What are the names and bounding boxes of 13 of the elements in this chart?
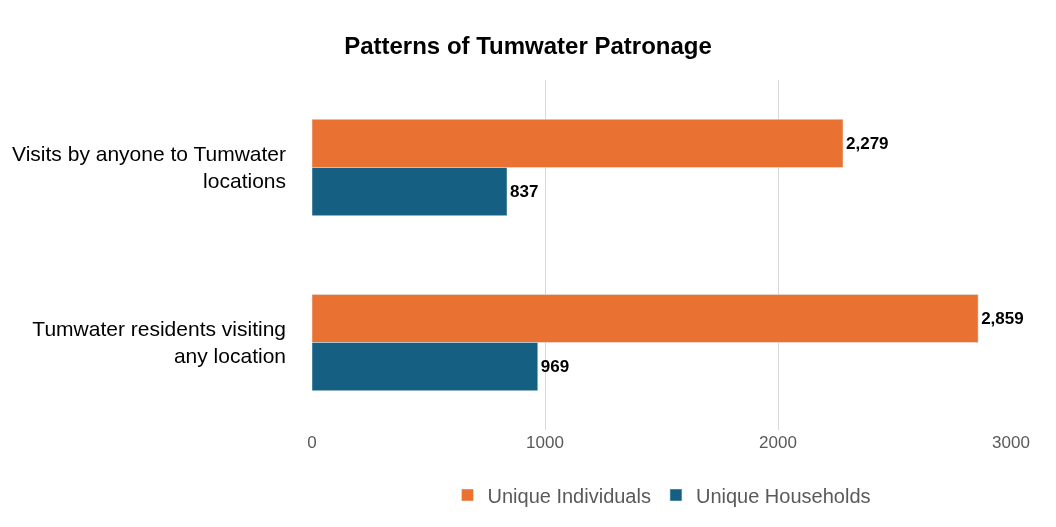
chart-title: Patterns of Tumwater Patronage — [344, 31, 712, 59]
data-label: 969 — [540, 357, 570, 377]
x-tick-label: 2000 — [759, 433, 797, 452]
data-label: 837 — [510, 182, 539, 202]
x-tick-label: 0 — [307, 433, 317, 452]
data-label: 2,279 — [846, 133, 889, 153]
x-tick-label: 3000 — [992, 433, 1030, 452]
legend-label: Unique Households — [695, 484, 871, 507]
data-label: 2,859 — [981, 308, 1024, 328]
legend-label: Unique Individuals — [487, 484, 651, 507]
y-tick-label: Visits by anyone to Tumwater locations — [12, 142, 286, 193]
y-tick-label: Tumwater residents visiting any location — [32, 317, 286, 368]
x-tick-label: 1000 — [526, 433, 564, 452]
